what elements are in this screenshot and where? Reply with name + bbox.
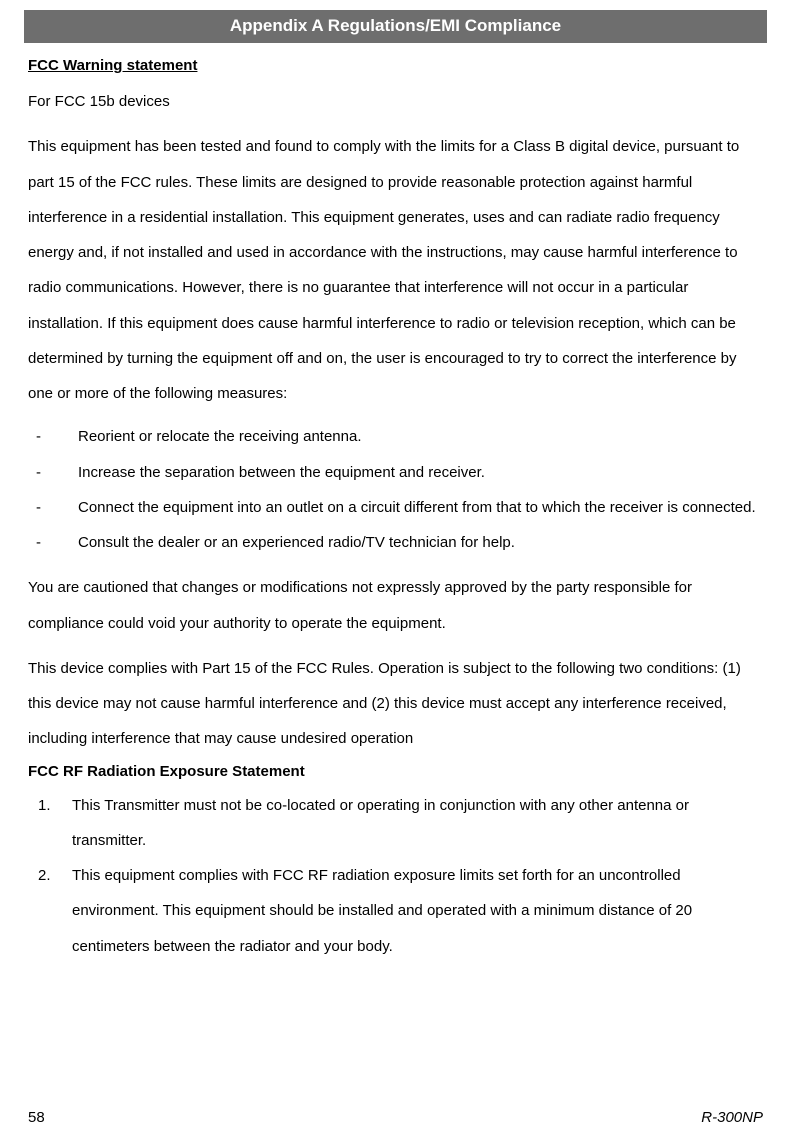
list-item-text: Reorient or relocate the receiving anten… [78,419,763,454]
measures-list: - Reorient or relocate the receiving ant… [28,419,763,560]
list-item: 2. This equipment complies with FCC RF r… [28,858,763,964]
document-page: Appendix A Regulations/EMI Compliance FC… [0,10,791,1146]
list-item-text: This equipment complies with FCC RF radi… [72,858,763,964]
appendix-header: Appendix A Regulations/EMI Compliance [24,10,767,43]
dash-icon: - [28,490,78,525]
fcc-warning-heading: FCC Warning statement [28,57,763,74]
list-item-text: Connect the equipment into an outlet on … [78,490,763,525]
number-marker: 2. [28,858,72,964]
number-marker: 1. [28,788,72,859]
page-footer: 58 R-300NP [28,1109,763,1126]
list-item-text: Consult the dealer or an experienced rad… [78,525,763,560]
list-item: - Connect the equipment into an outlet o… [28,490,763,525]
dash-icon: - [28,455,78,490]
dash-icon: - [28,419,78,454]
list-item-text: Increase the separation between the equi… [78,455,763,490]
list-item: - Increase the separation between the eq… [28,455,763,490]
list-item: - Consult the dealer or an experienced r… [28,525,763,560]
page-number: 58 [28,1109,45,1126]
para-part15: This device complies with Part 15 of the… [28,651,763,757]
para-devices: For FCC 15b devices [28,84,763,119]
list-item-text: This Transmitter must not be co-located … [72,788,763,859]
list-item: 1. This Transmitter must not be co-locat… [28,788,763,859]
rf-exposure-list: 1. This Transmitter must not be co-locat… [28,788,763,964]
para-compliance: This equipment has been tested and found… [28,129,763,411]
fcc-rf-heading: FCC RF Radiation Exposure Statement [28,763,763,780]
model-label: R-300NP [701,1109,763,1126]
list-item: - Reorient or relocate the receiving ant… [28,419,763,454]
dash-icon: - [28,525,78,560]
para-caution: You are cautioned that changes or modifi… [28,570,763,641]
